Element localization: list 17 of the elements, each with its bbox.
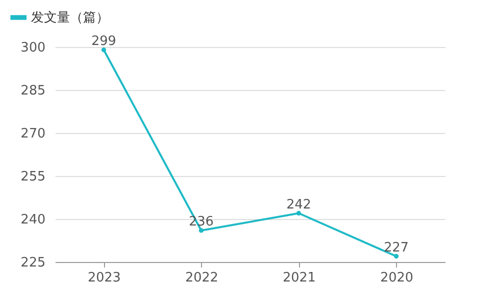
y-tick-label: 285 bbox=[20, 84, 46, 98]
x-tick-label: 2023 bbox=[88, 270, 121, 286]
data-label: 227 bbox=[384, 240, 409, 256]
x-tick-label: 2020 bbox=[380, 270, 414, 286]
y-tick-label: 240 bbox=[20, 212, 46, 228]
data-label: 299 bbox=[91, 34, 116, 49]
y-tick-label: 270 bbox=[20, 126, 46, 142]
x-tick-label: 2022 bbox=[185, 270, 218, 286]
y-tick-label: 225 bbox=[20, 256, 46, 270]
point bbox=[394, 254, 399, 259]
x-tick-label: 2021 bbox=[282, 270, 316, 286]
point bbox=[296, 210, 302, 216]
y-tick-label: 300 bbox=[20, 40, 46, 56]
point bbox=[101, 48, 106, 52]
data-label: 242 bbox=[286, 197, 312, 212]
y-tick-label: 255 bbox=[20, 170, 46, 184]
legend-label: 发文量（篇） bbox=[31, 10, 109, 26]
